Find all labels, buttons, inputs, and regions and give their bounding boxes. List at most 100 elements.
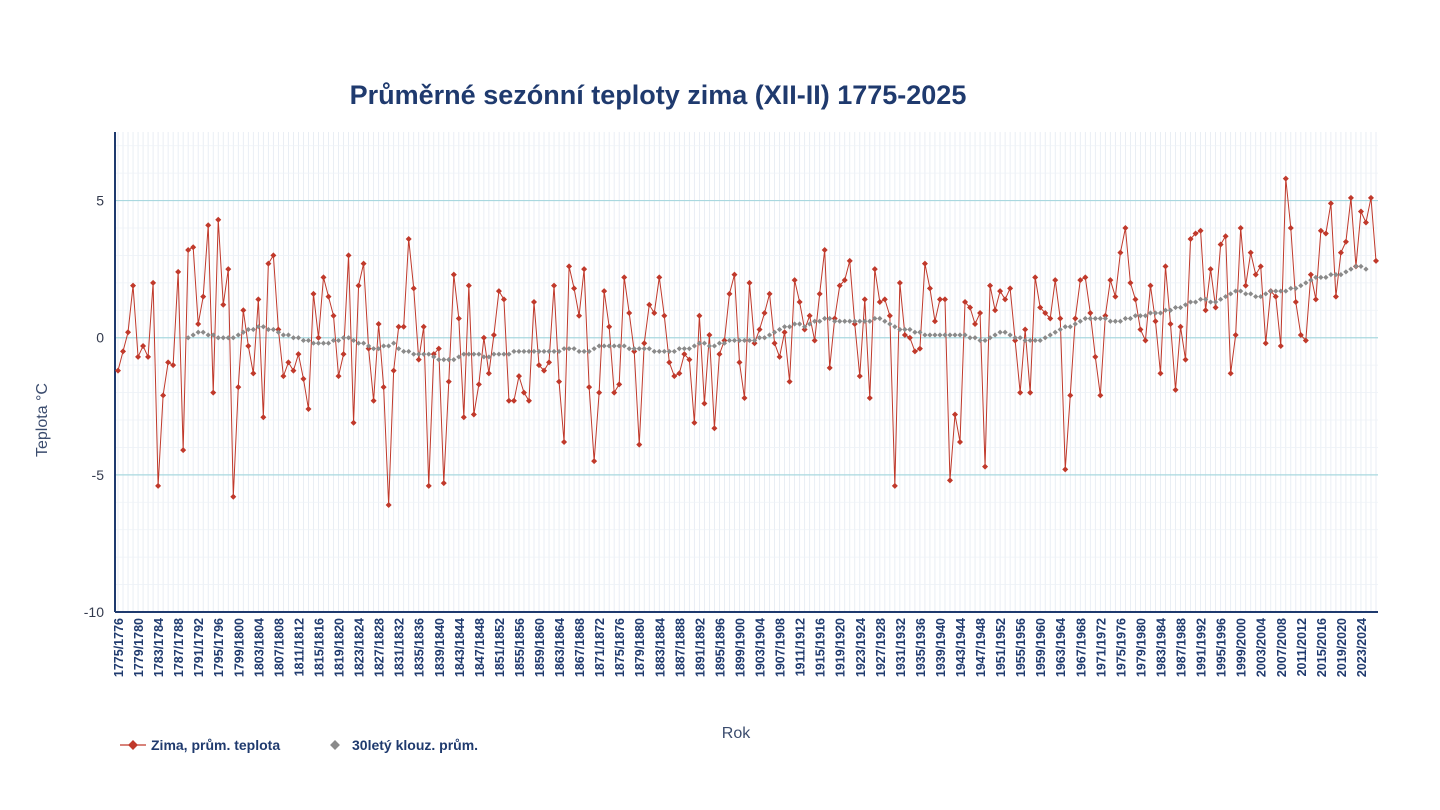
series-zima-point <box>320 274 327 281</box>
series-zima-point <box>631 348 638 355</box>
series-moving-average-point <box>1112 318 1118 324</box>
x-tick-label: 1903/1904 <box>754 618 768 677</box>
series-zima-point <box>891 482 898 489</box>
series-zima-point <box>786 378 793 385</box>
series-zima-point <box>776 353 783 360</box>
series-moving-average-point <box>847 318 853 324</box>
series-zima-point <box>586 384 593 391</box>
series-zima-point <box>1072 315 1079 322</box>
series-zima-point <box>410 285 417 292</box>
series-moving-average-point <box>1323 274 1329 280</box>
series-zima-point <box>1022 326 1029 333</box>
series-zima-point <box>1252 271 1259 278</box>
series-moving-average-point <box>320 340 327 346</box>
series-zima-point <box>906 334 913 341</box>
series-zima-point <box>1017 389 1024 396</box>
series-moving-average-point <box>1162 307 1169 313</box>
series-moving-average-point <box>1197 296 1204 302</box>
series-moving-average-point <box>827 315 833 322</box>
series-moving-average-point <box>912 329 918 335</box>
series-moving-average-point <box>265 326 271 333</box>
series-moving-average-point <box>581 348 587 355</box>
series-moving-average-point <box>992 332 998 338</box>
series-moving-average-point <box>942 332 948 338</box>
series-moving-average-point <box>1192 299 1199 305</box>
series-moving-average-point <box>817 318 823 324</box>
series-moving-average-point <box>305 337 312 344</box>
series-moving-average-point <box>907 326 913 333</box>
x-tick-label: 2019/2020 <box>1335 618 1349 677</box>
series-moving-average-point <box>1092 315 1098 322</box>
series-moving-average-point <box>215 335 221 341</box>
series-moving-average-point <box>1182 302 1189 308</box>
x-tick-label: 1807/1808 <box>272 618 286 677</box>
series-moving-average-point <box>1007 332 1013 338</box>
series-zima-point <box>701 400 708 407</box>
y-tick-label: -10 <box>84 604 104 620</box>
series-moving-average-point <box>1263 291 1269 297</box>
series-moving-average-point <box>892 324 898 330</box>
series-zima-point <box>475 381 482 388</box>
series-moving-average-point <box>952 332 958 338</box>
series-moving-average-point <box>381 343 387 349</box>
series-zima-point <box>621 274 628 281</box>
series-zima-point <box>656 274 663 281</box>
series-zima-point <box>445 378 452 385</box>
series-moving-average-point <box>781 324 788 330</box>
series-zima-point <box>1002 296 1009 303</box>
x-tick-label: 1843/1844 <box>453 618 467 677</box>
x-tick-label: 1811/1812 <box>292 618 306 676</box>
series-zima-point <box>666 359 673 366</box>
series-zima-point <box>140 342 147 349</box>
series-moving-average-point <box>295 335 302 341</box>
series-moving-average-point <box>1308 277 1314 283</box>
series-zima-point <box>571 285 578 292</box>
x-tick-label: 1847/1848 <box>473 618 487 677</box>
series-zima-point <box>741 395 748 402</box>
series-zima-point <box>280 373 287 380</box>
series-zima-point <box>691 419 698 426</box>
series-zima-point <box>310 290 317 297</box>
series-zima-point <box>1142 337 1149 344</box>
series-zima-point <box>651 310 658 317</box>
series-moving-average-point <box>787 324 793 330</box>
series-zima-point <box>500 296 507 303</box>
series-zima-point <box>926 285 933 292</box>
series-zima-point <box>1132 296 1139 303</box>
series-moving-average-point <box>566 346 572 352</box>
x-tick-label: 1775/1776 <box>112 618 126 677</box>
series-zima-point <box>1157 370 1164 377</box>
series-moving-average-point <box>1293 285 1299 291</box>
series-moving-average-point <box>711 343 718 349</box>
series-moving-average-point <box>761 335 768 341</box>
x-tick-label: 1915/1916 <box>814 618 828 677</box>
series-moving-average-point <box>1223 293 1229 300</box>
series-zima-point <box>225 266 232 273</box>
series-zima-point <box>375 321 382 327</box>
series-zima-point <box>811 337 818 344</box>
series-moving-average-point <box>486 354 492 360</box>
x-tick-label: 2015/2016 <box>1315 618 1329 677</box>
series-moving-average-point <box>1117 318 1123 324</box>
series-moving-average-point <box>1358 263 1364 269</box>
series-moving-average-point <box>556 348 562 355</box>
series-zima-point <box>530 299 537 306</box>
series-moving-average-point <box>1127 315 1134 322</box>
x-tick-label: 1803/1804 <box>252 618 266 677</box>
series-moving-average-point <box>1313 274 1319 280</box>
series-moving-average-point <box>411 351 417 357</box>
series-zima-point <box>706 331 713 338</box>
x-tick-label: 2011/2012 <box>1295 618 1309 676</box>
series-zima-point <box>450 271 457 278</box>
series-moving-average-point <box>721 340 728 346</box>
series-zima-point <box>611 389 618 396</box>
series-zima-point <box>861 296 868 303</box>
series-zima-point <box>275 326 282 333</box>
series-zima-point <box>846 257 853 264</box>
series-zima-point <box>1057 315 1064 322</box>
series-moving-average-point <box>285 332 292 338</box>
series-zima-point <box>1102 312 1109 319</box>
series-zima-point <box>876 299 883 306</box>
series-zima-point <box>525 397 532 404</box>
series-moving-average-point <box>641 346 647 352</box>
